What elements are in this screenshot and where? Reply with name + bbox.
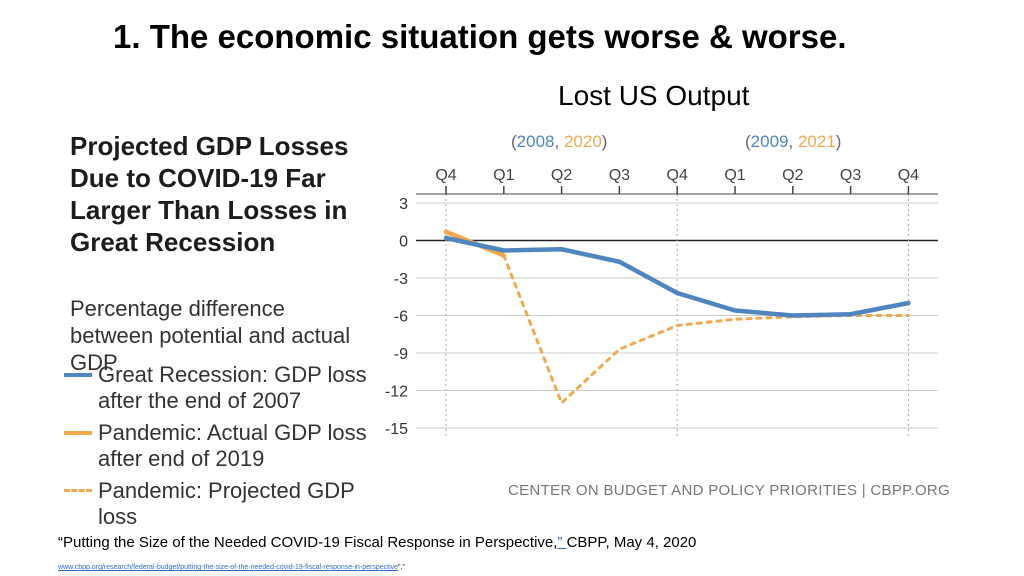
y-tick-label: -3 xyxy=(394,271,408,288)
legend-label: Great Recession: GDP loss after the end … xyxy=(98,362,367,413)
chart-credit: CENTER ON BUDGET AND POLICY PRIORITIES |… xyxy=(508,482,951,499)
chart-legend: Great Recession: GDP loss after the end … xyxy=(64,362,384,536)
chart-panel: Projected GDP Losses Due to COVID-19 Far… xyxy=(58,120,951,529)
x-tick-label: Q3 xyxy=(609,167,630,184)
citation-prefix: “Putting the Size of the Needed COVID-19… xyxy=(58,534,558,551)
year-header-open: ( xyxy=(511,132,517,151)
year-header-close: ) xyxy=(836,132,842,151)
year-header-open: ( xyxy=(745,132,751,151)
legend-item-pandemic-projected: Pandemic: Projected GDP loss xyxy=(64,478,384,530)
y-tick-label: 3 xyxy=(399,196,408,213)
x-tick-label: Q1 xyxy=(493,167,514,184)
x-tick-label: Q4 xyxy=(898,167,919,184)
source-url-suffix: ”,” xyxy=(398,564,405,571)
year-header-2020: 2020 xyxy=(564,132,602,151)
year-header-left: (2008, 2020) xyxy=(511,132,607,151)
x-tick-label: Q4 xyxy=(667,167,688,184)
citation-link[interactable]: ” xyxy=(557,534,567,551)
legend-swatch-orange-line xyxy=(64,431,92,435)
legend-swatch-blue-line xyxy=(64,373,92,377)
legend-label: Pandemic: Actual GDP loss after end of 2… xyxy=(98,420,367,471)
y-tick-label: -15 xyxy=(385,421,408,438)
source-url-link[interactable]: www.cbpp.org/research/federal-budget/put… xyxy=(58,564,399,571)
year-header-2021: 2021 xyxy=(798,132,836,151)
x-tick-label: Q1 xyxy=(724,167,745,184)
y-tick-label: -6 xyxy=(394,309,408,326)
citation-suffix: CBPP, May 4, 2020 xyxy=(566,534,697,551)
series-great-recession-line xyxy=(443,235,911,318)
slide-title: 1. The economic situation gets worse & w… xyxy=(113,18,847,55)
x-tick-label: Q3 xyxy=(840,167,861,184)
legend-item-pandemic-actual: Pandemic: Actual GDP loss after end of 2… xyxy=(64,420,384,472)
year-header-sep: , xyxy=(789,132,798,151)
x-tick-label: Q2 xyxy=(782,167,803,184)
legend-swatch-dotted-line xyxy=(64,489,92,492)
year-header-2009: 2009 xyxy=(751,132,789,151)
year-header-2008: 2008 xyxy=(517,132,555,151)
gdp-line-chart: (2008, 2020) (2009, 2021) 3 0 -3 -6 -9 -12 -15… xyxy=(385,132,938,438)
x-tick-label: Q2 xyxy=(551,167,572,184)
y-tick-label: -12 xyxy=(385,384,408,401)
y-tick-label: 0 xyxy=(399,234,408,251)
chart-title: Projected GDP Losses Due to COVID-19 Far… xyxy=(70,131,349,257)
year-header-right: (2009, 2021) xyxy=(745,132,841,151)
legend-item-great-recession: Great Recession: GDP loss after the end … xyxy=(64,362,384,414)
year-header-sep: , xyxy=(555,132,564,151)
year-header-close: ) xyxy=(602,132,608,151)
slide-subtitle: Lost US Output xyxy=(558,80,750,111)
chart-subtitle: Percentage difference between potential … xyxy=(70,296,351,375)
legend-label: Pandemic: Projected GDP loss xyxy=(98,478,355,529)
y-tick-label: -9 xyxy=(394,346,408,363)
citation: “Putting the Size of the Needed COVID-19… xyxy=(58,534,696,551)
source-url: www.cbpp.org/research/federal-budget/put… xyxy=(58,564,405,571)
x-tick-label: Q4 xyxy=(435,167,456,184)
